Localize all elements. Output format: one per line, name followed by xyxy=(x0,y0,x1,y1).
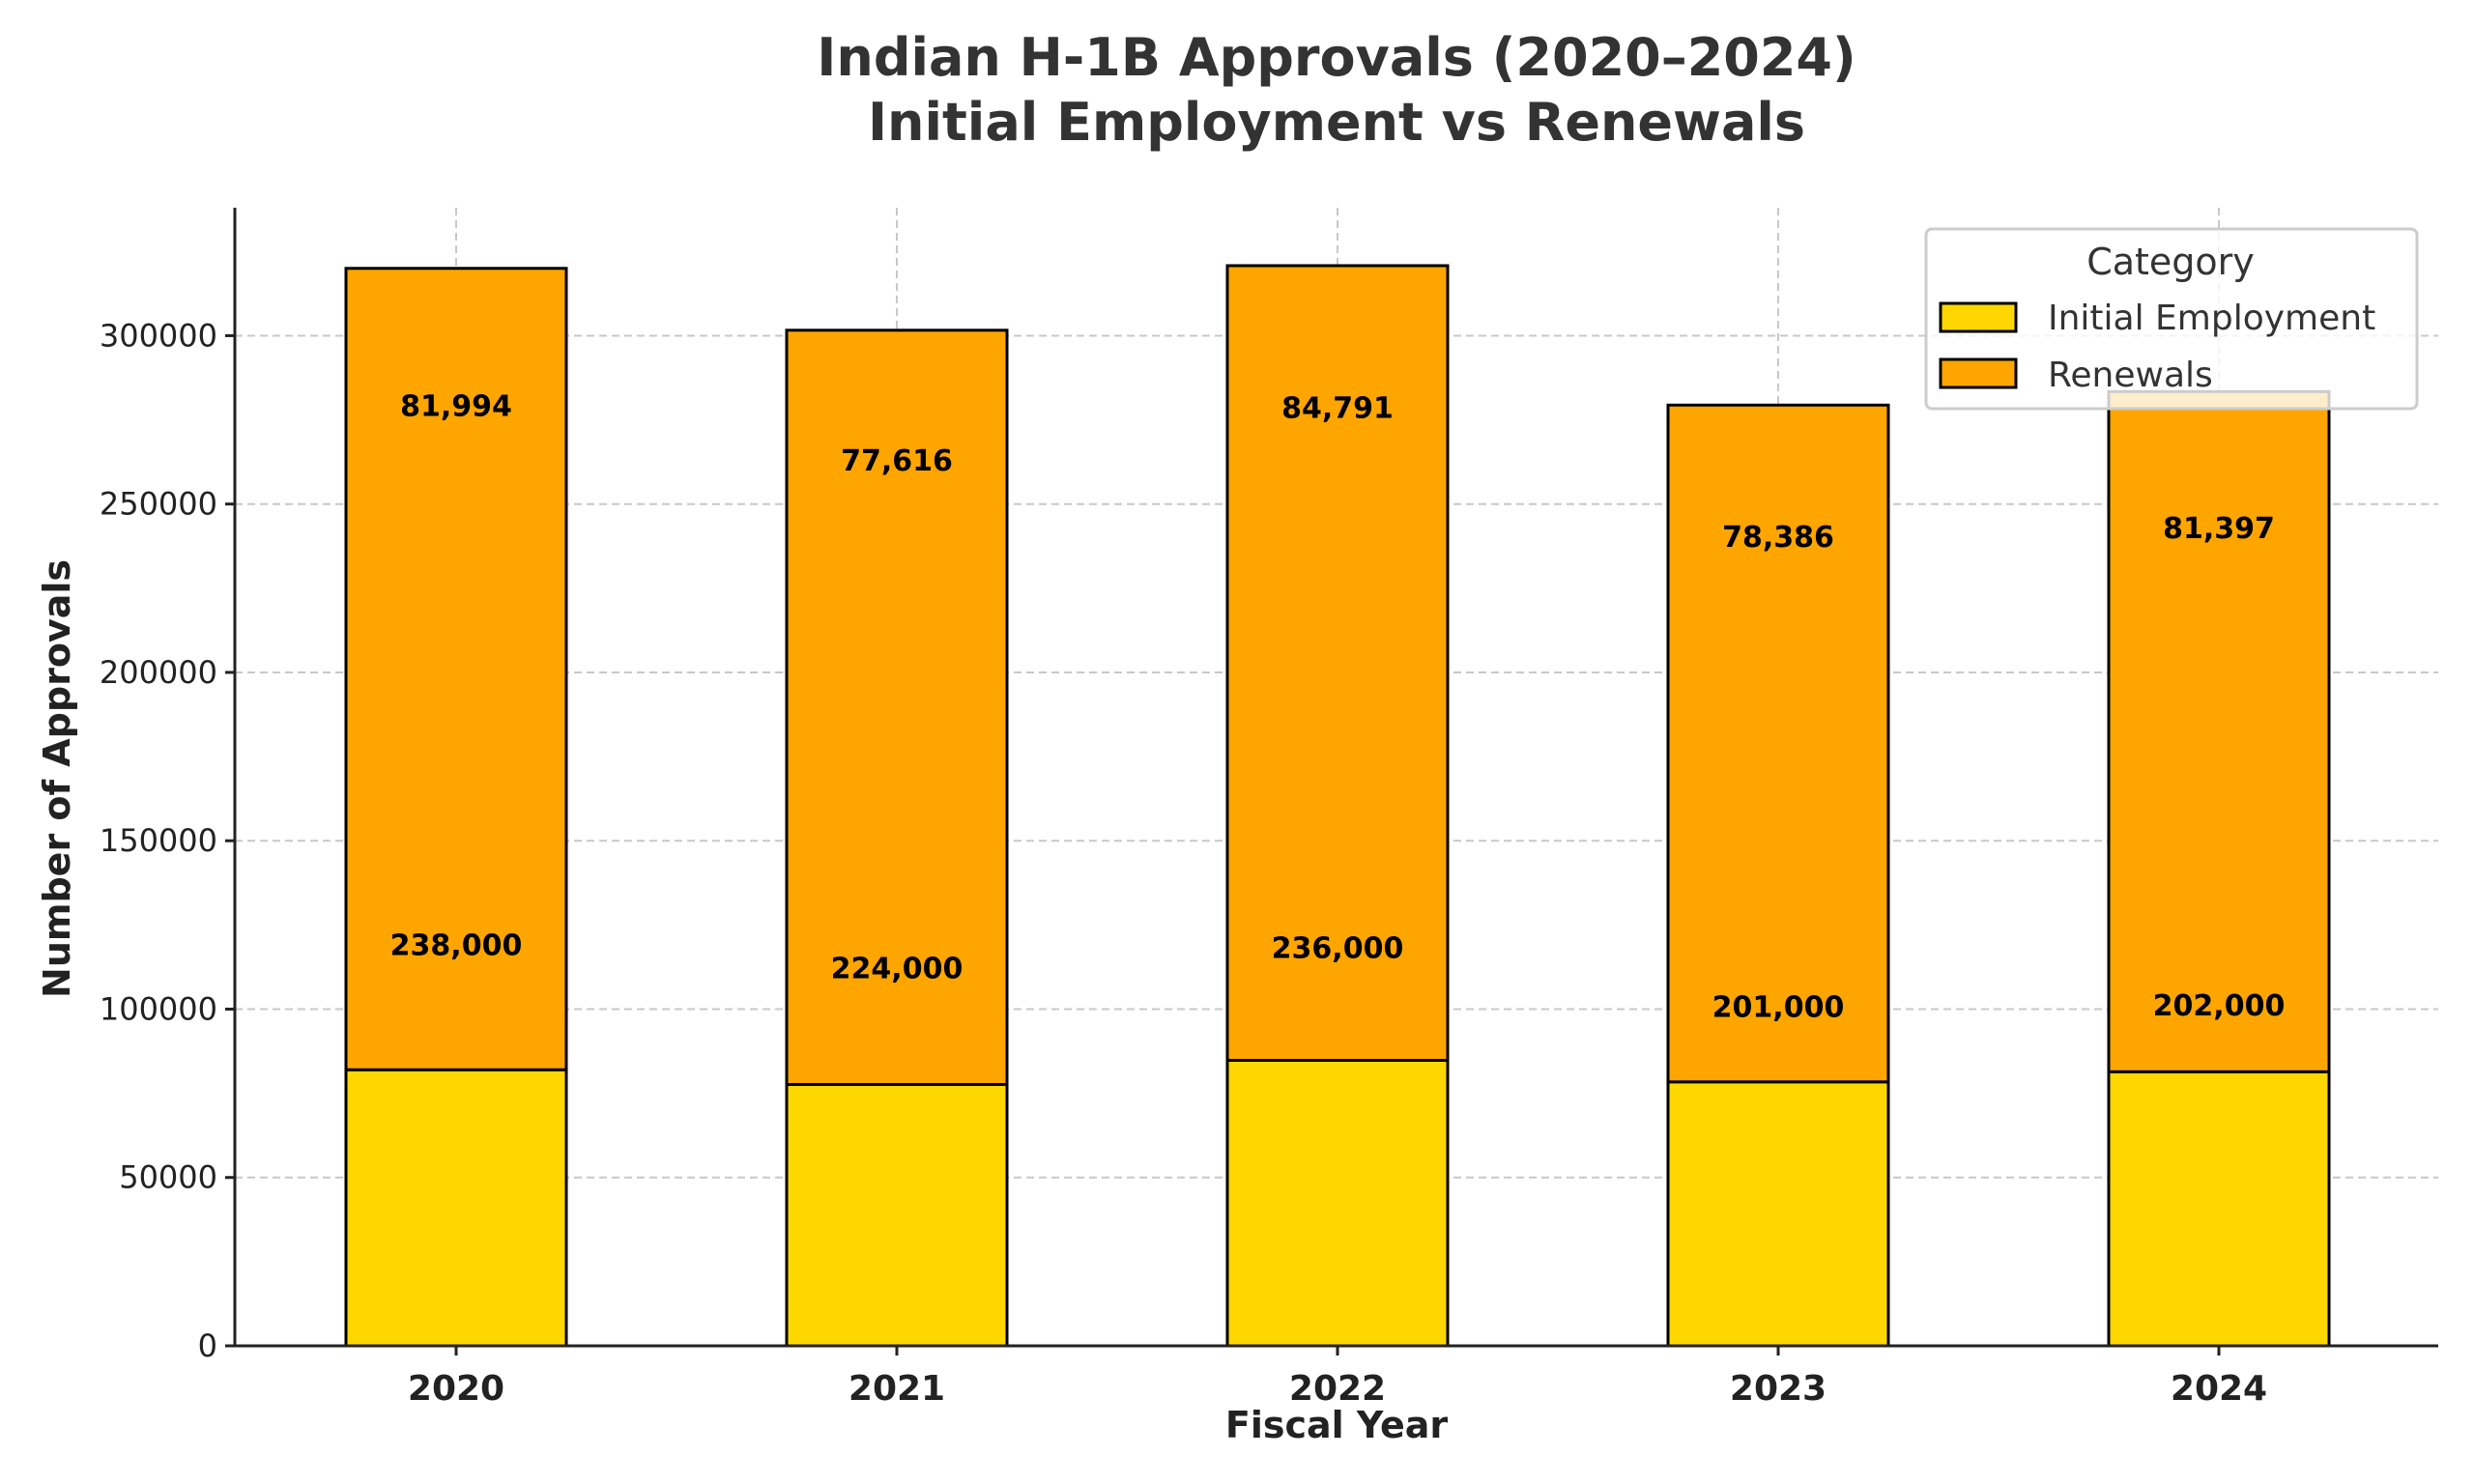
data-label-renewals: 201,000 xyxy=(1712,991,1845,1025)
data-label-initial-employment: 77,616 xyxy=(841,444,953,478)
data-labels: 81,994 238,000 77,616 224,000 84,791 236,000 7… xyxy=(390,390,2286,1025)
chart-title: Indian H-1B Approvals (2020–2024) xyxy=(817,27,1856,88)
data-label-initial-employment: 78,386 xyxy=(1722,521,1834,555)
data-label-initial-employment: 84,791 xyxy=(1281,392,1394,426)
bar-initial-employment xyxy=(1666,1080,1890,1348)
bar-renewals xyxy=(1225,264,1450,1062)
chart-subtitle: Initial Employment vs Renewals xyxy=(868,92,1805,153)
legend-item-initial-employment[interactable]: Initial Employment xyxy=(1939,299,2375,338)
bar-initial-employment xyxy=(785,1082,1009,1348)
legend-box xyxy=(1924,227,2419,411)
y-axis-label: Number of Approvals xyxy=(36,559,78,998)
legend-title: Category xyxy=(2086,241,2255,283)
y-tick-label: 300000 xyxy=(100,317,217,354)
x-ticks: 2020 2021 2022 2023 2024 xyxy=(408,1346,2267,1409)
y-tick-label: 50000 xyxy=(119,1159,217,1196)
data-label-initial-employment: 81,397 xyxy=(2163,512,2275,546)
y-tick-label: 0 xyxy=(198,1327,217,1364)
legend-label-renewals: Renewals xyxy=(2048,356,2213,395)
legend: Category Initial Employment Renewals xyxy=(1924,227,2419,411)
data-label-renewals: 238,000 xyxy=(390,928,523,962)
y-tick-label: 150000 xyxy=(100,822,217,859)
bar-renewals xyxy=(2107,389,2331,1073)
data-label-renewals: 202,000 xyxy=(2153,989,2286,1023)
y-tick-label: 200000 xyxy=(100,654,217,691)
bar-initial-employment xyxy=(344,1068,568,1348)
data-label-renewals: 236,000 xyxy=(1272,932,1404,966)
y-tick-label: 100000 xyxy=(100,990,217,1027)
y-tick-label: 250000 xyxy=(100,486,217,523)
bar-renewals xyxy=(344,267,568,1071)
legend-label-initial-employment: Initial Employment xyxy=(2048,299,2375,338)
x-tick-label: 2023 xyxy=(1730,1369,1827,1409)
legend-swatch-renewals xyxy=(1939,357,2018,389)
legend-item-renewals[interactable]: Renewals xyxy=(1939,356,2213,395)
x-tick-label: 2020 xyxy=(408,1369,504,1409)
bar-initial-employment xyxy=(1225,1058,1450,1348)
bar-renewals xyxy=(1666,403,1890,1084)
bar-initial-employment xyxy=(2107,1070,2331,1348)
x-axis-label: Fiscal Year xyxy=(1225,1404,1448,1446)
y-ticks: 0 50000 100000 150000 200000 250000 300000 xyxy=(100,317,235,1364)
x-tick-label: 2021 xyxy=(849,1369,945,1409)
data-label-initial-employment: 81,994 xyxy=(400,390,512,424)
x-tick-label: 2024 xyxy=(2171,1369,2267,1409)
bars xyxy=(344,264,2331,1348)
data-label-renewals: 224,000 xyxy=(831,953,964,986)
x-tick-label: 2022 xyxy=(1289,1369,1386,1409)
legend-swatch-initial-employment xyxy=(1939,301,2018,333)
bar-renewals xyxy=(785,328,1009,1086)
